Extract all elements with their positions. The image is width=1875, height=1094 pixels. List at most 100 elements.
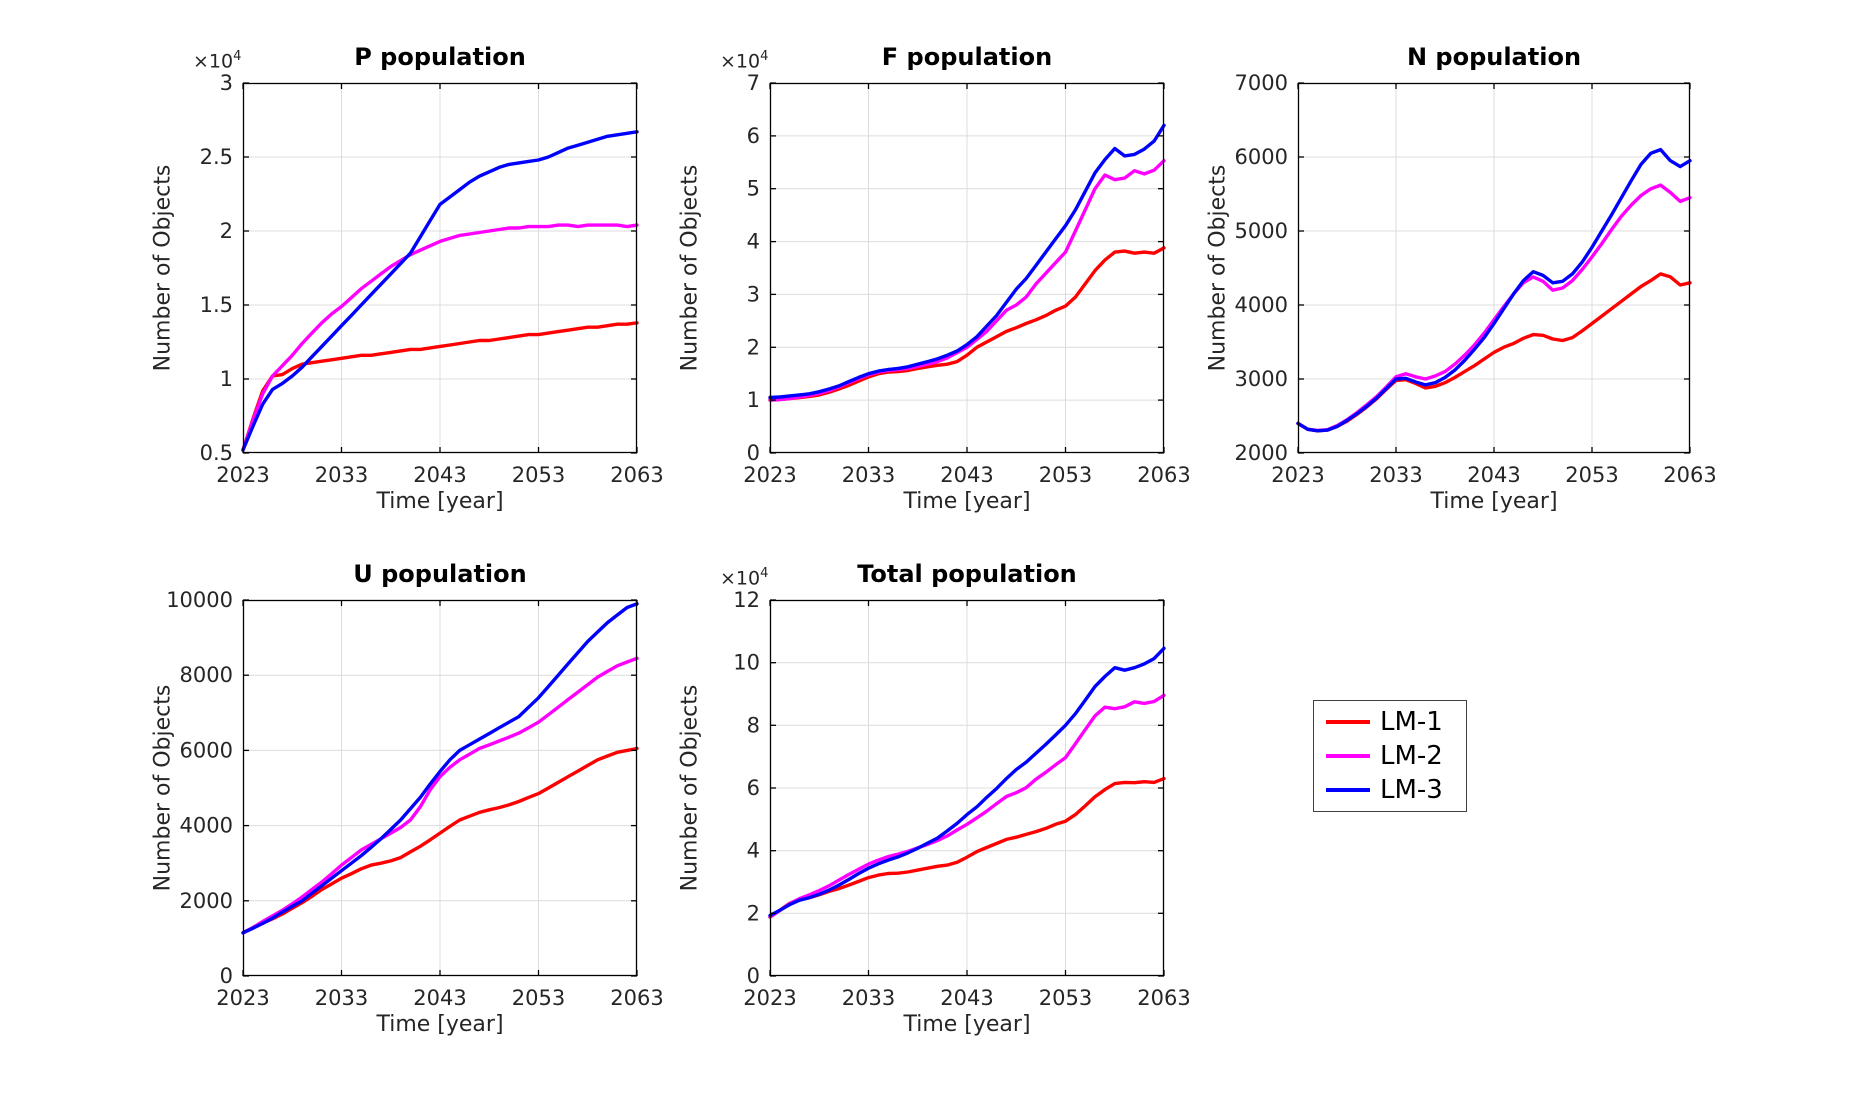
svg-text:2000: 2000: [180, 889, 233, 913]
svg-text:2043: 2043: [940, 986, 993, 1010]
legend-label-lm-1: LM-1: [1380, 707, 1443, 737]
svg-text:2033: 2033: [842, 463, 895, 487]
svg-text:1: 1: [220, 367, 233, 391]
svg-text:7: 7: [747, 71, 760, 95]
svg-text:5000: 5000: [1235, 219, 1288, 243]
scale-exponent: 4: [760, 49, 769, 64]
chart-title: P population: [354, 43, 526, 71]
svg-text:2043: 2043: [940, 463, 993, 487]
svg-text:2023: 2023: [1271, 463, 1324, 487]
svg-text:2: 2: [747, 901, 760, 925]
legend-line-lm-2: [1326, 754, 1370, 758]
chart-n-population: N population Number of Objects Time [yea…: [1206, 43, 1717, 514]
y-axis-label: Number of Objects: [150, 684, 176, 892]
svg-text:2053: 2053: [1039, 463, 1092, 487]
legend-label-lm-3: LM-3: [1380, 775, 1443, 805]
svg-text:0: 0: [747, 441, 760, 465]
svg-text:4: 4: [747, 230, 760, 254]
svg-text:2063: 2063: [1663, 463, 1716, 487]
y-axis-label: Number of Objects: [677, 164, 703, 372]
svg-text:10: 10: [733, 651, 760, 675]
svg-text:2: 2: [747, 335, 760, 359]
svg-text:6: 6: [747, 776, 760, 800]
svg-text:6000: 6000: [1235, 145, 1288, 169]
svg-text:0.5: 0.5: [200, 441, 233, 465]
y-axis-label: Number of Objects: [677, 684, 703, 892]
chart-title: U population: [353, 560, 527, 588]
x-axis-label: Time [year]: [903, 1012, 1031, 1037]
chart-f-population: F population ×104 Number of Objects Time…: [678, 43, 1191, 514]
x-axis-label: Time [year]: [376, 489, 504, 514]
svg-text:1.5: 1.5: [200, 293, 233, 317]
svg-text:2000: 2000: [1235, 441, 1288, 465]
svg-text:2063: 2063: [610, 986, 663, 1010]
svg-text:2033: 2033: [315, 463, 368, 487]
x-axis-label: Time [year]: [1430, 489, 1558, 514]
scale-exponent: 4: [233, 49, 242, 64]
svg-text:4: 4: [747, 839, 760, 863]
plot-area: 2023 2033 2043 2053 2063 2000 3000 4000 5000 6000…: [1235, 71, 1717, 487]
svg-text:2033: 2033: [315, 986, 368, 1010]
scale-base: ×10: [720, 567, 761, 590]
scale-base: ×10: [193, 50, 234, 73]
plot-area: 2023 2033 2043 2053 2063 0 2 4 6 8 10 12: [733, 588, 1190, 1010]
y-axis-label: Number of Objects: [150, 164, 176, 372]
legend-item-lm-2: LM-2: [1326, 743, 1454, 769]
svg-text:3: 3: [747, 282, 760, 306]
chart-title: F population: [881, 43, 1053, 71]
legend-label-lm-2: LM-2: [1380, 741, 1443, 771]
svg-text:6: 6: [747, 124, 760, 148]
svg-text:2023: 2023: [216, 463, 269, 487]
svg-text:1: 1: [747, 388, 760, 412]
svg-text:4000: 4000: [180, 814, 233, 838]
svg-text:2023: 2023: [743, 986, 796, 1010]
chart-u-population: U population Number of Objects Time [yea…: [151, 560, 664, 1037]
plot-area: 2023 2033 2043 2053 2063 0 2000 4000 6000 8000 100…: [166, 588, 664, 1010]
plot-area: 2023 2033 2043 2053 2063 0.5 1 1.5 2 2.5 3: [200, 71, 664, 487]
svg-text:6000: 6000: [180, 738, 233, 762]
chart-p-population: P population ×104 Number of Objects Time…: [151, 43, 664, 514]
svg-text:7000: 7000: [1235, 71, 1288, 95]
y-axis-scale-label: ×104: [720, 566, 768, 589]
svg-text:2: 2: [220, 219, 233, 243]
svg-text:8000: 8000: [180, 663, 233, 687]
x-axis-label: Time [year]: [376, 1012, 504, 1037]
chart-title: N population: [1406, 43, 1582, 71]
legend-line-lm-3: [1326, 788, 1370, 792]
svg-text:2.5: 2.5: [200, 145, 233, 169]
svg-text:2043: 2043: [413, 463, 466, 487]
svg-text:2053: 2053: [1039, 986, 1092, 1010]
y-axis-scale-label: ×104: [193, 49, 241, 72]
svg-text:5: 5: [747, 177, 760, 201]
svg-text:3000: 3000: [1235, 367, 1288, 391]
svg-text:12: 12: [733, 588, 760, 612]
y-axis-label: Number of Objects: [1205, 164, 1231, 372]
svg-text:2053: 2053: [512, 986, 565, 1010]
svg-text:2063: 2063: [610, 463, 663, 487]
svg-text:2043: 2043: [1467, 463, 1520, 487]
y-axis-scale-label: ×104: [720, 49, 768, 72]
svg-text:2033: 2033: [1369, 463, 1422, 487]
scale-exponent: 4: [760, 566, 769, 581]
svg-text:2053: 2053: [512, 463, 565, 487]
svg-text:2063: 2063: [1137, 986, 1190, 1010]
svg-text:2063: 2063: [1137, 463, 1190, 487]
svg-text:2043: 2043: [413, 986, 466, 1010]
scale-base: ×10: [720, 50, 761, 73]
legend: LM-1 LM-2 LM-3: [1313, 700, 1467, 812]
chart-total-population: Total population ×104 Number of Objects …: [678, 560, 1191, 1037]
plot-area: 2023 2033 2043 2053 2063 0 1 2 3 4 5 6 7: [743, 71, 1190, 487]
svg-text:4000: 4000: [1235, 293, 1288, 317]
svg-text:0: 0: [220, 964, 233, 988]
x-axis-label: Time [year]: [903, 489, 1031, 514]
legend-item-lm-1: LM-1: [1326, 709, 1454, 735]
svg-text:10000: 10000: [166, 588, 233, 612]
chart-title: Total population: [857, 560, 1077, 588]
svg-text:8: 8: [747, 713, 760, 737]
svg-text:2023: 2023: [743, 463, 796, 487]
svg-text:3: 3: [220, 71, 233, 95]
svg-text:2033: 2033: [842, 986, 895, 1010]
svg-text:2053: 2053: [1565, 463, 1618, 487]
legend-line-lm-1: [1326, 720, 1370, 724]
